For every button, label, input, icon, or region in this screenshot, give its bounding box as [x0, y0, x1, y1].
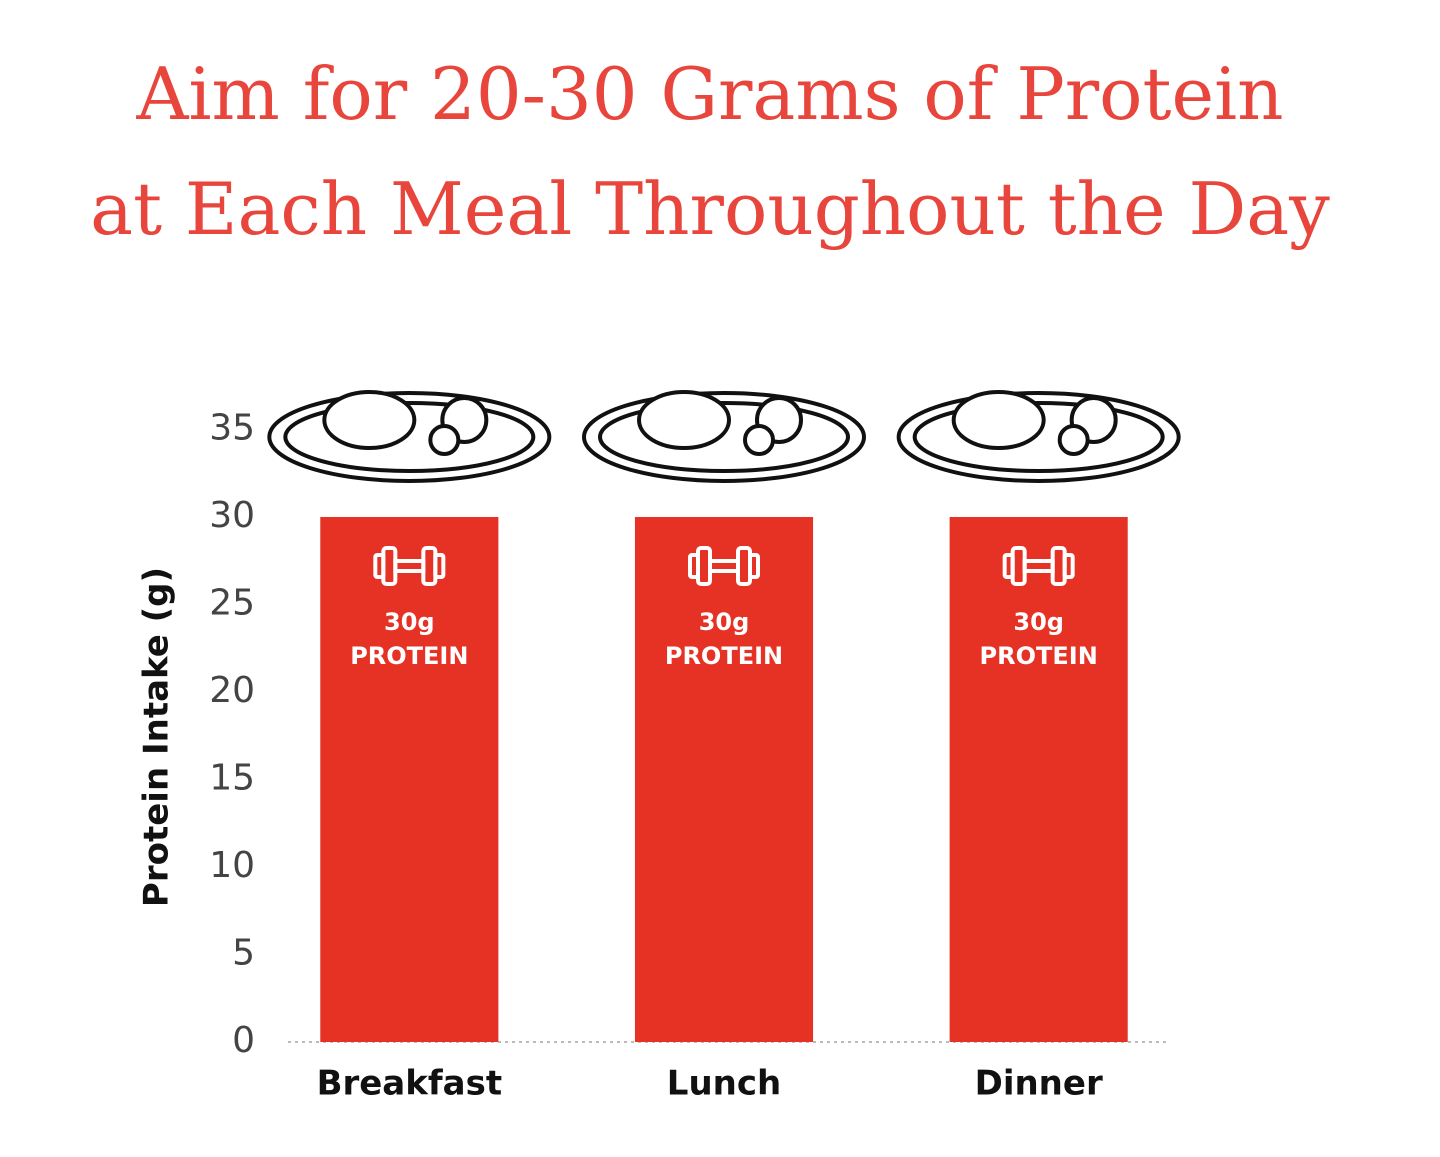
y-tick-label: 0: [232, 1020, 255, 1061]
weight: [688, 553, 700, 579]
y-axis-label: Protein Intake (g): [137, 567, 177, 907]
y-tick-label: 30: [209, 495, 255, 536]
food: [743, 424, 775, 456]
weight: [748, 553, 760, 579]
y-tick-label: 15: [209, 758, 255, 799]
dumbbell-icon: [1002, 546, 1075, 586]
food: [637, 390, 731, 450]
bar: [320, 517, 499, 1042]
chart-title: at Each Meal Throughout the Day: [90, 167, 1330, 251]
value-label: 30g: [384, 608, 435, 636]
bar-handle: [708, 559, 740, 573]
y-tick-label: 35: [209, 408, 255, 449]
bar: [949, 517, 1128, 1042]
plate-icon: [896, 390, 1181, 483]
plate-rim: [598, 401, 850, 473]
y-tick-label: 20: [209, 670, 255, 711]
plate-rim: [912, 401, 1165, 473]
weight: [1002, 553, 1015, 579]
bar-handle: [393, 559, 426, 573]
plate-icon: [582, 390, 866, 483]
bar: [634, 517, 814, 1042]
food: [428, 424, 461, 456]
weight: [373, 553, 386, 579]
value-label: 30g: [1013, 608, 1064, 636]
dumbbell-icon: [688, 546, 760, 586]
plate-icon: [267, 390, 552, 483]
food: [1057, 424, 1090, 456]
x-tick-label: Breakfast: [317, 1064, 503, 1104]
bar-handle: [1022, 559, 1055, 573]
value-label: 30g: [699, 608, 750, 636]
unit-label: PROTEIN: [665, 642, 783, 670]
unit-label: PROTEIN: [980, 642, 1098, 670]
chart-title: Aim for 20-30 Grams of Protein: [136, 52, 1284, 136]
y-tick-label: 25: [209, 583, 255, 624]
weight: [433, 553, 446, 579]
food: [951, 390, 1046, 450]
x-tick-label: Lunch: [667, 1064, 781, 1104]
food: [322, 390, 417, 450]
weight: [1062, 553, 1075, 579]
dumbbell-icon: [373, 546, 446, 586]
y-tick-label: 5: [232, 933, 255, 974]
x-tick-label: Dinner: [975, 1064, 1103, 1104]
plate-rim: [283, 401, 536, 473]
unit-label: PROTEIN: [350, 642, 468, 670]
y-tick-label: 10: [209, 845, 255, 886]
